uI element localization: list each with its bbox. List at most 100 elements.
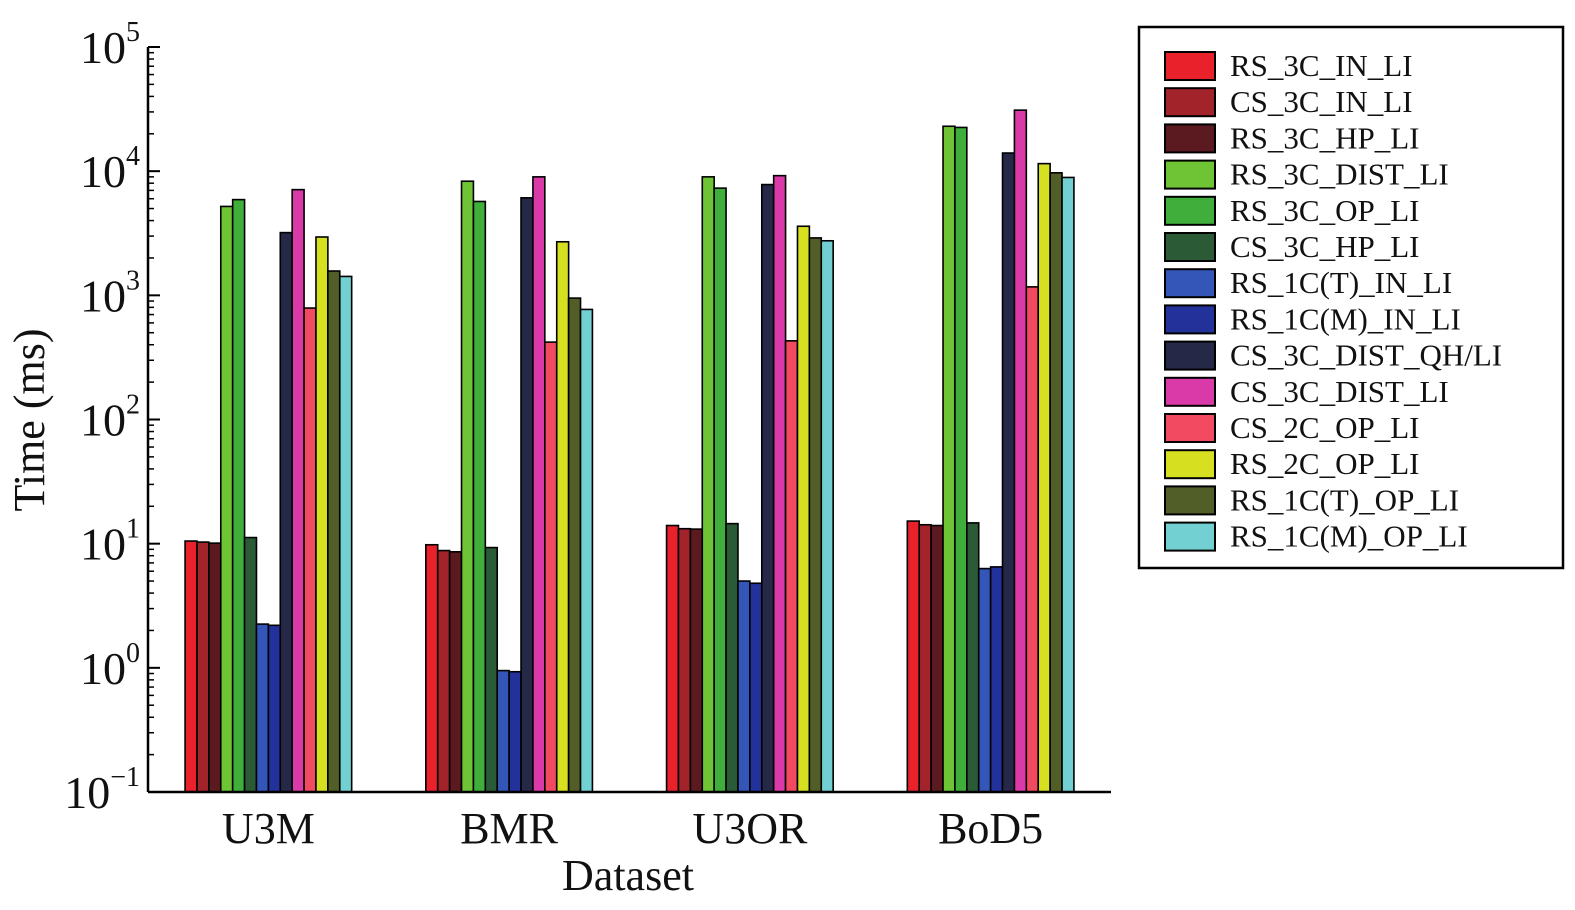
legend-label: RS_3C_HP_LI [1230,120,1419,155]
bar [315,236,329,793]
bar [243,536,258,793]
x-tick-label: BMR [460,804,558,853]
legend-swatch [1164,449,1216,480]
bar [1001,152,1016,793]
bar [496,669,510,793]
legend-swatch [1164,123,1216,154]
bar [665,524,680,793]
y-tick-label: 102 [80,390,140,446]
legend-label: CS_3C_DIST_LI [1230,374,1449,409]
bar [1049,172,1063,793]
legend: RS_3C_IN_LICS_3C_IN_LIRS_3C_HP_LIRS_3C_D… [1137,25,1565,570]
bar [520,197,534,793]
y-axis-ticks: 10−1 100 101 102 103 104 105 [64,17,160,818]
bar [579,308,594,793]
legend-swatch [1164,340,1216,371]
legend-label: RS_1C(T)_IN_LI [1230,265,1452,300]
bar-marks [184,109,1075,793]
bar [231,198,246,793]
bar [820,239,834,793]
y-axis-label: Time (ms) [5,329,54,512]
legend-swatch [1164,232,1216,262]
bar [567,297,582,793]
bar [713,187,727,793]
y-tick-label: 100 [80,638,140,694]
bar [977,567,992,793]
bar [1037,162,1051,793]
bar [954,126,968,793]
legend-swatch [1164,376,1216,407]
bar [808,237,823,793]
legend-swatch [1164,87,1216,118]
legend-label: RS_1C(M)_IN_LI [1230,301,1461,336]
legend-swatch [1164,268,1216,299]
x-axis-label: Dataset [562,851,694,900]
bar [918,523,932,793]
bar [942,125,956,793]
bar [484,546,499,793]
bar [772,174,787,793]
bar [725,522,739,793]
x-axis-tick-labels: U3M BMR U3OR BoD5 [222,804,1043,853]
bar [472,200,487,793]
bar [701,176,715,793]
legend-label: RS_1C(M)_OP_LI [1230,519,1468,554]
y-tick-label: 101 [80,514,140,570]
bar [784,340,799,793]
bar [460,180,475,793]
bar [184,540,198,793]
legend-swatch [1164,521,1216,552]
bar [255,623,270,793]
legend-swatch [1164,159,1216,190]
bar [327,270,341,793]
legend-label: CS_3C_DIST_QH/LI [1230,338,1502,373]
bar [425,543,439,793]
bar [267,624,282,793]
bar [303,307,317,793]
legend-label: CS_3C_HP_LI [1230,229,1419,264]
legend-label: RS_3C_OP_LI [1230,193,1419,228]
bar [737,580,751,793]
bar [532,176,546,793]
x-tick-label: U3OR [692,804,808,853]
bar [906,520,921,793]
bar [436,549,451,793]
legend-swatch [1164,304,1216,335]
bar [930,524,944,793]
bar [508,670,522,793]
legend-label: RS_3C_IN_LI [1230,48,1413,83]
bar [448,550,463,793]
bar [1061,176,1075,793]
legend-label: CS_3C_IN_LI [1230,84,1413,119]
bar [966,522,980,793]
bar [208,542,222,793]
bar [749,582,763,793]
legend-label: RS_1C(T)_OP_LI [1230,482,1459,517]
y-tick-label: 105 [80,17,140,73]
bar [989,566,1004,793]
y-tick-label: 104 [80,141,140,197]
bar [677,527,692,793]
bar [291,188,305,793]
legend-swatch [1164,195,1216,226]
legend-swatch [1164,51,1216,81]
bar [279,231,293,793]
bar [555,240,570,793]
legend-items: RS_3C_IN_LICS_3C_IN_LIRS_3C_HP_LIRS_3C_D… [1164,48,1502,554]
x-tick-label: U3M [222,804,315,853]
legend-swatch [1164,485,1216,516]
bar [544,341,558,793]
x-tick-label: BoD5 [938,804,1043,853]
y-tick-label: 10−1 [64,762,140,818]
y-tick-label: 103 [80,265,140,321]
bar [1025,286,1040,793]
bar [219,205,234,793]
bar [689,528,704,793]
bar [760,183,775,793]
bar [1013,109,1028,793]
legend-label: RS_3C_DIST_LI [1230,157,1449,192]
bar [196,541,210,793]
legend-swatch [1164,413,1216,443]
legend-label: RS_2C_OP_LI [1230,446,1419,481]
